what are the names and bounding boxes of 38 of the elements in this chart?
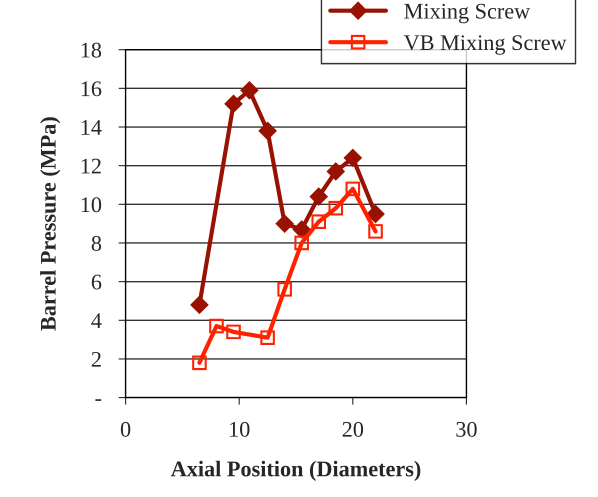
y-tick-label: 18 (82, 42, 102, 58)
x-tick-label: 30 (456, 422, 477, 437)
legend-label: Mixing Screw (404, 4, 530, 24)
legend-label: VB Mixing Screw (404, 35, 567, 55)
point (326, 162, 345, 180)
point (276, 214, 294, 233)
point (277, 282, 292, 297)
y-tick-label: 16 (82, 81, 102, 96)
y-axis-title: Barrel Pressure (MPa) (40, 117, 60, 331)
y-tick-label: 4 (91, 313, 102, 328)
point (192, 356, 207, 370)
point (346, 182, 360, 196)
point (328, 200, 344, 216)
x-axis-title: Axial Position (Diameters) (170, 460, 420, 481)
point (292, 220, 311, 238)
y-tick-label: 12 (82, 158, 101, 174)
y-tick-label: 10 (82, 197, 102, 212)
y-tick-label: 2 (92, 352, 101, 367)
point (190, 296, 208, 314)
point (224, 94, 242, 113)
y-tick-label: - (95, 399, 102, 401)
y-tick-label: 14 (82, 120, 102, 135)
x-tick-label: 0 (120, 422, 130, 437)
point (240, 81, 258, 100)
point (366, 205, 384, 223)
point (226, 324, 241, 340)
point (311, 214, 326, 230)
point (368, 224, 383, 239)
x-tick-label: 20 (342, 422, 364, 437)
y-tick-label: 6 (92, 274, 102, 290)
point (258, 122, 277, 140)
point (294, 236, 309, 250)
point (310, 188, 328, 206)
point (344, 149, 362, 167)
y-tick-label: 8 (92, 236, 102, 251)
point (209, 318, 224, 334)
x-tick-label: 10 (230, 422, 250, 437)
point (260, 330, 275, 345)
